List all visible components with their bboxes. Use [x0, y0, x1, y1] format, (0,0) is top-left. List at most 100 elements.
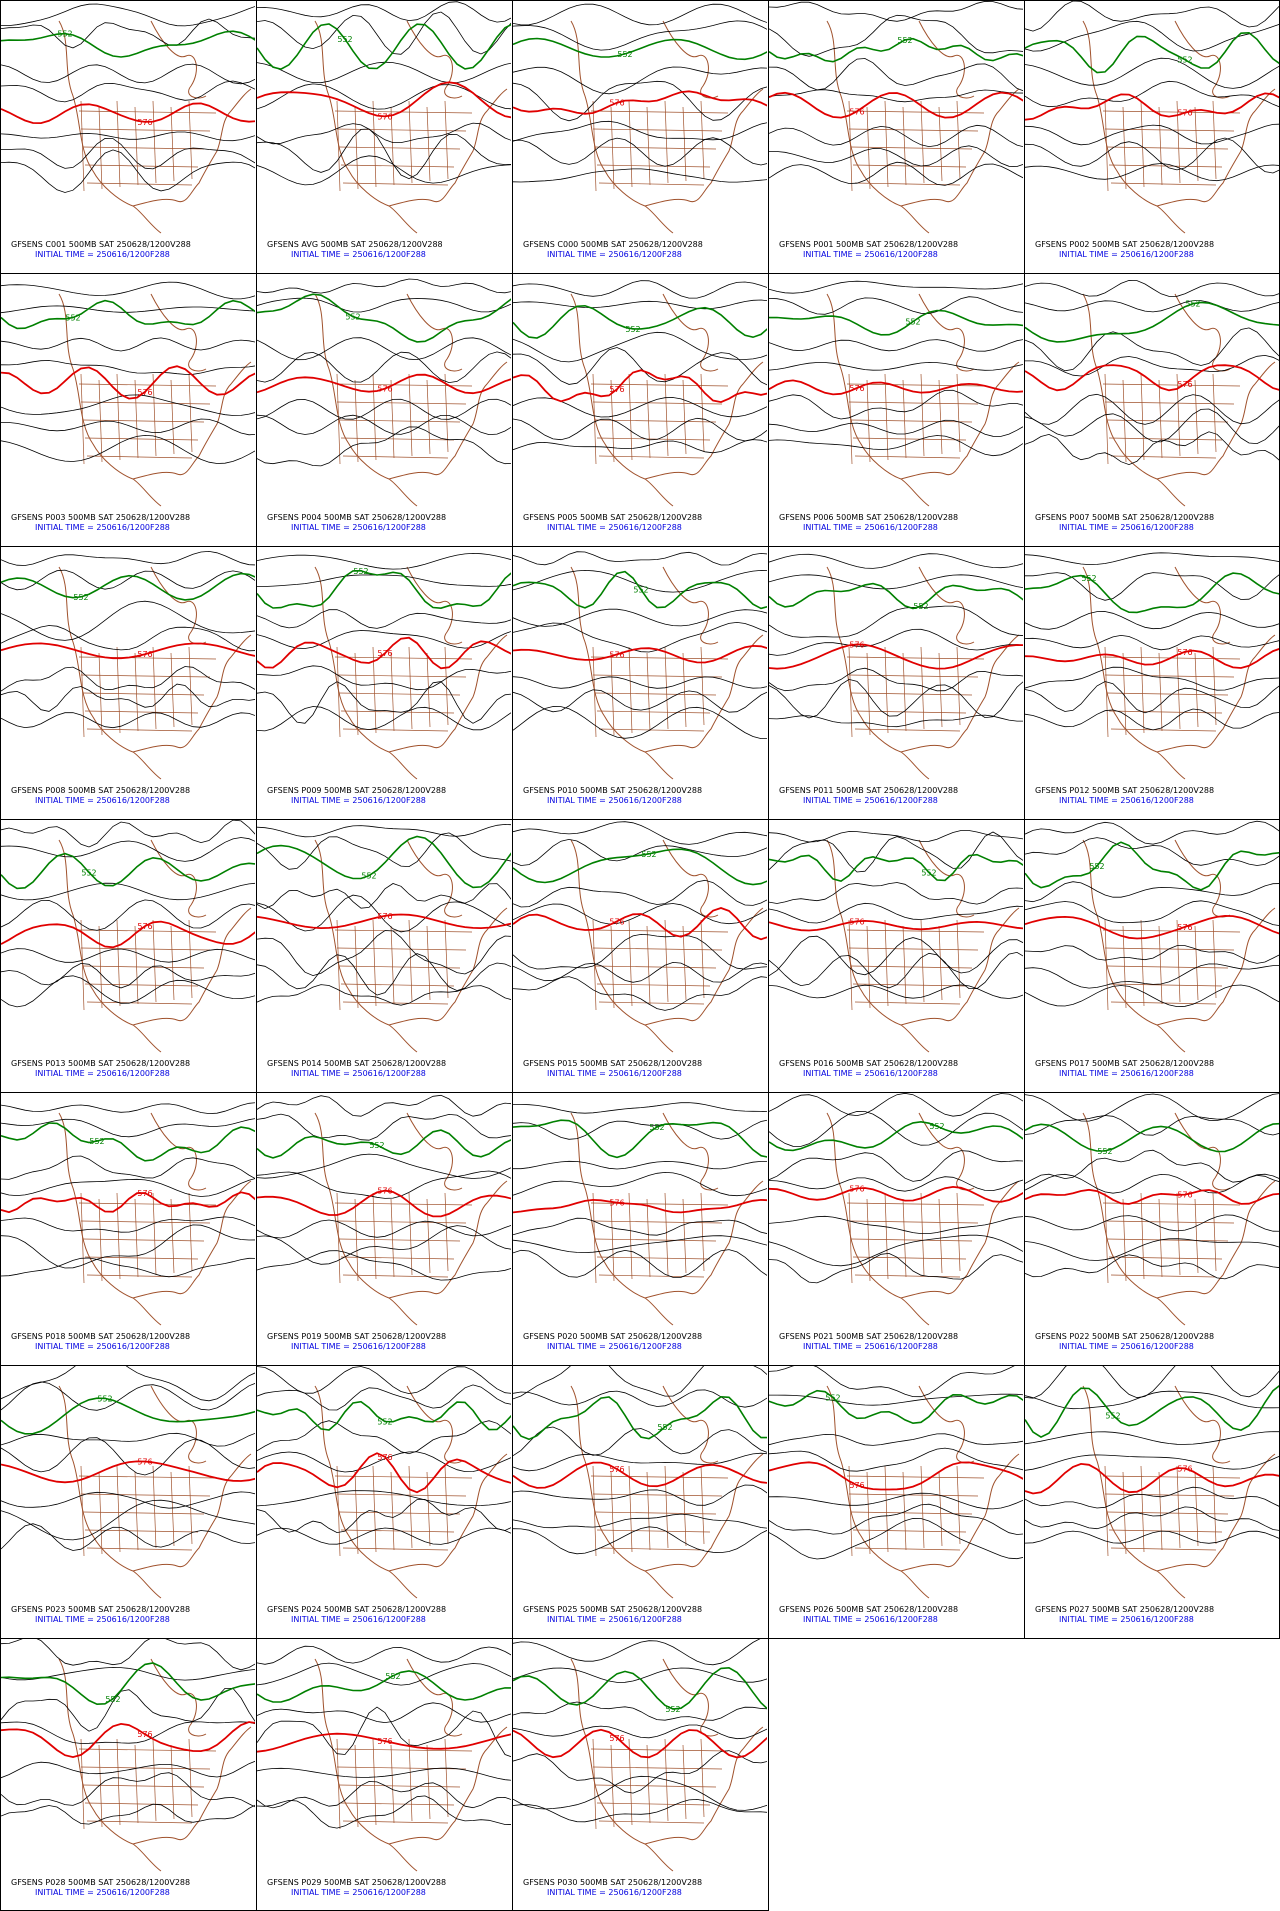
map: 552 576 GFSENS P002 500MB SAT 250628/1200V… [1025, 1, 1279, 261]
panel-init-time: INITIAL TIME = 250616/1200F288 [803, 1615, 938, 1624]
coastline [314, 839, 508, 1053]
contour [769, 984, 1023, 999]
caption-bg [777, 1056, 1017, 1080]
state-line [372, 919, 377, 1007]
contour-576 [513, 907, 767, 941]
caption-bg [265, 1602, 505, 1626]
contour-576 [1, 102, 255, 125]
ensemble-panel: 552 576 GFSENS AVG 500MB SAT 250628/1200V2… [256, 0, 513, 274]
contour [513, 676, 767, 689]
ensemble-panel: 552 576 GFSENS P029 500MB SAT 250628/1200V… [256, 1638, 513, 1911]
contour [769, 1447, 1023, 1472]
contour [1, 1118, 255, 1138]
contour [513, 1775, 767, 1811]
contour-label: 552 [649, 1123, 664, 1132]
state-line [334, 1202, 473, 1206]
caption-bg [777, 1602, 1017, 1626]
state-line [1140, 1192, 1145, 1280]
state-line [646, 106, 651, 186]
state-line [1194, 379, 1199, 455]
contour [1, 149, 255, 193]
contour [257, 1527, 511, 1545]
state-line [1104, 401, 1235, 405]
contour [257, 155, 511, 186]
contour [1025, 431, 1279, 466]
state-line [354, 652, 359, 736]
contour-label: 552 [1081, 574, 1096, 583]
panel-title: GFSENS P005 500MB SAT 250628/1200V288 [523, 513, 702, 522]
map: 552 576 GFSENS P030 500MB SAT 250628/1200V… [513, 1639, 767, 1899]
panel-init-time: INITIAL TIME = 250616/1200F288 [291, 1342, 426, 1351]
state-line [426, 652, 431, 728]
contour-label: 552 [625, 325, 640, 334]
panel-init-time: INITIAL TIME = 250616/1200F288 [291, 1888, 426, 1897]
contour-576 [257, 81, 511, 119]
panel-title: GFSENS P023 500MB SAT 250628/1200V288 [11, 1605, 190, 1614]
state-line [866, 379, 871, 463]
state-line [82, 1784, 205, 1788]
state-line [1140, 919, 1145, 1007]
ensemble-panel: 552 576 GFSENS P019 500MB SAT 250628/1200V… [256, 1092, 513, 1366]
state-line [848, 401, 979, 405]
contour [257, 83, 511, 110]
contour-576 [769, 643, 1023, 670]
panel-title: GFSENS P010 500MB SAT 250628/1200V288 [523, 786, 702, 795]
state-line [848, 947, 979, 951]
contour-552 [513, 37, 767, 61]
contour-552 [1025, 1122, 1279, 1153]
contour [1, 683, 255, 712]
contour-576 [1025, 1188, 1279, 1205]
contour [1, 305, 255, 314]
contour [1025, 1506, 1279, 1531]
contour [1, 3, 255, 27]
contour [513, 20, 767, 51]
contour [257, 681, 511, 724]
contour [257, 1, 511, 23]
state-line [592, 1220, 723, 1224]
contour [257, 128, 511, 180]
contour-552 [769, 853, 1023, 882]
panel-init-time: INITIAL TIME = 250616/1200F288 [547, 1069, 682, 1078]
contour [769, 1393, 1023, 1406]
coastline [314, 1658, 508, 1872]
contour-label: 552 [633, 586, 648, 595]
state-line [1122, 1471, 1127, 1555]
state-line [134, 1744, 139, 1824]
state-line [628, 1738, 633, 1826]
panel-title: GFSENS P014 500MB SAT 250628/1200V288 [267, 1059, 446, 1068]
contour-label: 552 [1105, 1411, 1120, 1420]
contour-552 [769, 309, 1023, 336]
state-line [852, 983, 967, 987]
state-line [610, 1744, 615, 1828]
contour [769, 435, 1023, 457]
contour [769, 339, 1023, 352]
panel-title: GFSENS C000 500MB SAT 250628/1200V288 [523, 240, 703, 249]
map: 552 576 GFSENS P013 500MB SAT 250628/1200V… [1, 820, 255, 1080]
contour-552 [769, 582, 1023, 610]
contour [1, 1803, 255, 1825]
coastline [314, 20, 508, 234]
state-line [1106, 1238, 1229, 1242]
state-line [682, 1471, 687, 1547]
contour-576 [257, 636, 511, 670]
state-line [98, 1471, 103, 1555]
map: 552 576 GFSENS P007 500MB SAT 250628/1200V… [1025, 279, 1279, 534]
contour [257, 1420, 511, 1455]
contour-576 [769, 91, 1023, 119]
contour-552 [1025, 31, 1279, 74]
caption-bg [265, 1056, 505, 1080]
state-line [340, 164, 455, 168]
contour-label: 552 [353, 567, 368, 576]
panel-init-time: INITIAL TIME = 250616/1200F288 [803, 523, 938, 532]
panel-init-time: INITIAL TIME = 250616/1200F288 [291, 1615, 426, 1624]
contour [1, 394, 255, 416]
caption-bg [521, 1602, 761, 1626]
state-line [334, 1748, 473, 1752]
state-line [170, 1198, 175, 1274]
state-line [134, 379, 139, 459]
coastline [570, 20, 764, 234]
state-line [664, 1192, 669, 1276]
state-line [82, 1511, 205, 1515]
state-line [938, 1198, 943, 1274]
state-line [444, 100, 449, 180]
